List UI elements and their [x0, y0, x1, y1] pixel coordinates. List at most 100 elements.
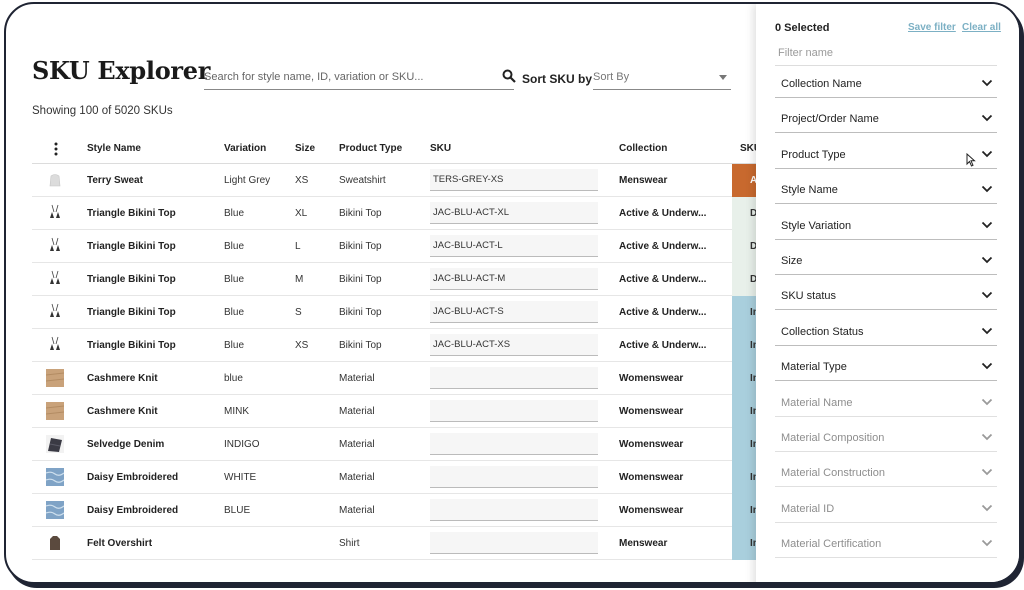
sort-label: Sort SKU by [522, 72, 592, 86]
product-thumbnail [45, 468, 65, 486]
header-size[interactable]: Size [295, 143, 316, 154]
cell-product-type: Shirt [339, 538, 360, 549]
chevron-down-icon [981, 79, 993, 87]
chevron-down-icon [981, 398, 993, 405]
sku-field[interactable] [430, 433, 598, 455]
selected-count: 0 Selected [775, 22, 830, 34]
filter-facet[interactable]: Size [775, 247, 997, 275]
cell-size: XS [295, 340, 309, 351]
table-row[interactable]: Triangle Bikini Top Blue L Bikini Top JAC-BL… [32, 230, 772, 263]
facet-label: Style Variation [781, 219, 852, 232]
product-thumbnail [45, 369, 65, 387]
header-sku[interactable]: SKU [430, 143, 452, 154]
cell-variation: BLUE [224, 505, 251, 516]
sku-field[interactable] [430, 400, 598, 422]
header-sku-status[interactable]: SKU [740, 143, 762, 154]
table-row[interactable]: Selvedge Denim INDIGO Material Womenswear In [32, 428, 772, 461]
filter-facet[interactable]: Material Name [775, 389, 997, 417]
table-row[interactable]: Triangle Bikini Top Blue XS Bikini Top JAC-B… [32, 329, 772, 362]
cell-size: S [295, 307, 302, 318]
table-row[interactable]: Triangle Bikini Top Blue S Bikini Top JAC-BL… [32, 296, 772, 329]
facet-label: Style Name [781, 184, 838, 197]
sku-field[interactable] [430, 532, 598, 554]
sku-field[interactable]: JAC-BLU-ACT-XL [430, 202, 598, 224]
cell-product-type: Material [339, 373, 375, 384]
filter-facet[interactable]: SKU status [775, 282, 997, 311]
header-product-type[interactable]: Product Type [339, 143, 403, 154]
sku-field[interactable] [430, 466, 598, 488]
cell-style-name: Triangle Bikini Top [87, 241, 176, 252]
table-row[interactable]: Daisy Embroidered WHITE Material Womenswear… [32, 461, 772, 494]
search-input[interactable] [204, 66, 494, 88]
chevron-down-icon [981, 115, 993, 122]
table-row[interactable]: Triangle Bikini Top Blue M Bikini Top JAC-BL… [32, 263, 772, 296]
product-thumbnail [46, 270, 64, 288]
cell-variation: Blue [224, 340, 245, 351]
save-filter-link[interactable]: Save filter [908, 22, 956, 33]
sort-select[interactable]: Sort By [593, 66, 731, 90]
filter-panel: 0 Selected Save filter Clear all Collect… [756, 4, 1019, 582]
cell-variation: Light Grey [224, 175, 271, 186]
header-variation[interactable]: Variation [224, 143, 267, 154]
sku-field[interactable]: JAC-BLU-ACT-L [430, 235, 598, 257]
table-row[interactable]: Felt Overshirt Shirt Menswear In [32, 527, 772, 560]
sku-field[interactable]: TERS-GREY-XS [430, 169, 598, 191]
column-menu-icon[interactable] [54, 142, 58, 156]
sku-field[interactable]: JAC-BLU-ACT-XS [430, 334, 598, 356]
page-title: SKU Explorer [32, 56, 211, 85]
facet-label: Material ID [781, 502, 835, 515]
filter-facet[interactable]: Product Type [775, 141, 997, 169]
facet-label: Collection Status [781, 325, 864, 338]
filter-facet[interactable]: Material Composition [775, 424, 997, 452]
filter-facet[interactable]: Material Type [775, 353, 997, 382]
chevron-down-icon [981, 363, 993, 370]
filter-facet[interactable]: Material Construction [775, 459, 997, 488]
product-thumbnail [46, 435, 64, 453]
product-thumbnail [46, 303, 64, 321]
product-thumbnail [45, 501, 65, 519]
cell-style-name: Triangle Bikini Top [87, 340, 176, 351]
cell-variation: blue [224, 373, 243, 384]
header-style-name[interactable]: Style Name [87, 143, 141, 154]
table-row[interactable]: Daisy Embroidered BLUE Material Womenswear I… [32, 494, 772, 527]
cell-style-name: Daisy Embroidered [87, 505, 179, 516]
filter-facet[interactable]: Project/Order Name [775, 105, 997, 134]
filter-facet[interactable]: Style Name [775, 176, 997, 205]
filter-facet[interactable]: Collection Status [775, 318, 997, 346]
filter-facet[interactable]: Material Certification [775, 530, 997, 559]
header-collection[interactable]: Collection [619, 143, 668, 154]
filter-facet[interactable]: Collection Name [775, 70, 997, 98]
sku-field[interactable] [430, 499, 598, 521]
cell-product-type: Bikini Top [339, 241, 382, 252]
cell-collection: Active & Underw... [619, 241, 707, 252]
cell-collection: Womenswear [619, 373, 684, 384]
cell-style-name: Triangle Bikini Top [87, 307, 176, 318]
sku-field[interactable] [430, 367, 598, 389]
cell-collection: Active & Underw... [619, 307, 707, 318]
cell-style-name: Selvedge Denim [87, 439, 165, 450]
chevron-down-icon [981, 504, 993, 512]
filter-facet[interactable]: Material ID [775, 495, 997, 523]
table-row[interactable]: Triangle Bikini Top Blue XL Bikini Top JAC-B… [32, 197, 772, 230]
cell-variation: Blue [224, 274, 245, 285]
facet-label: Project/Order Name [781, 113, 879, 126]
cell-product-type: Bikini Top [339, 208, 382, 219]
sort-select-value: Sort By [593, 71, 630, 83]
search-icon[interactable] [502, 69, 516, 83]
clear-all-link[interactable]: Clear all [962, 22, 1001, 33]
sku-field[interactable]: JAC-BLU-ACT-S [430, 301, 598, 323]
cell-size: L [295, 241, 301, 252]
table-row[interactable]: Cashmere Knit MINK Material Womenswear In [32, 395, 772, 428]
facet-label: Material Certification [781, 538, 882, 551]
chevron-down-icon [981, 150, 993, 158]
sku-table: Style Name Variation Size Product Type S… [32, 134, 772, 560]
app-window: SKU Explorer Sort SKU by Sort By Showing… [4, 2, 1021, 584]
filter-name-input[interactable] [775, 42, 985, 64]
table-row[interactable]: Terry Sweat Light Grey XS Sweatshirt TERS-GR… [32, 164, 772, 197]
table-row[interactable]: Cashmere Knit blue Material Womenswear In [32, 362, 772, 395]
cell-style-name: Triangle Bikini Top [87, 274, 176, 285]
sku-field[interactable]: JAC-BLU-ACT-M [430, 268, 598, 290]
result-count: Showing 100 of 5020 SKUs [32, 105, 173, 117]
filter-facet[interactable]: Style Variation [775, 212, 997, 240]
cell-variation: INDIGO [224, 439, 260, 450]
